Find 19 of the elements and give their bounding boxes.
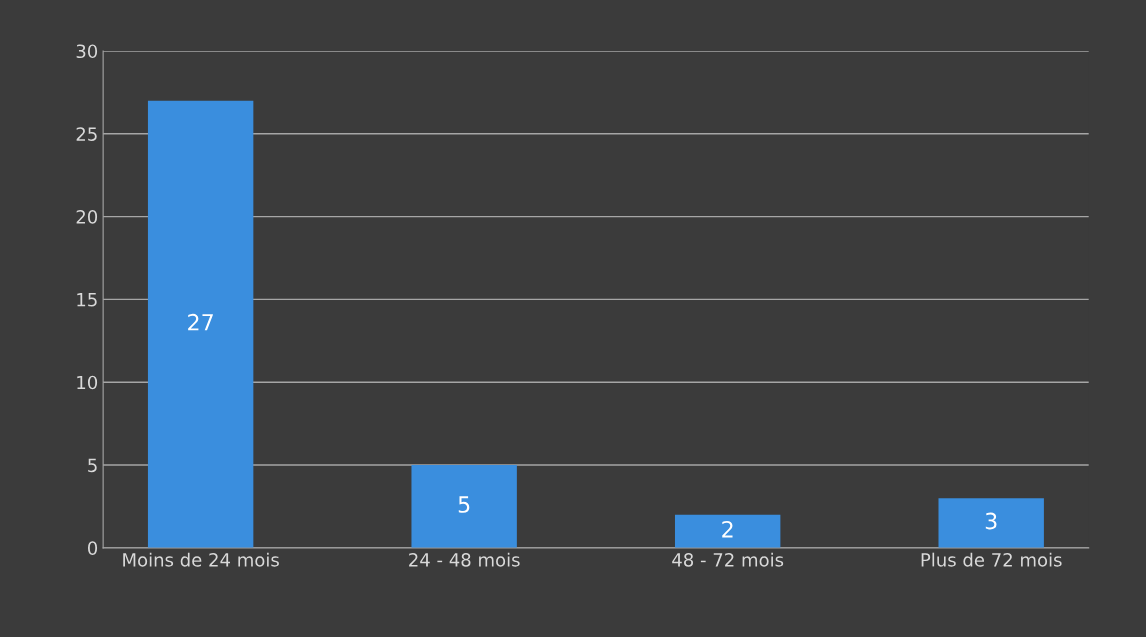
data-label: 27 xyxy=(188,313,213,331)
y-tick-label: 15 xyxy=(77,293,97,307)
y-tick-label: 10 xyxy=(77,375,98,390)
x-tick-label: Moins de 24 mois xyxy=(123,552,279,567)
data-label: 5 xyxy=(458,496,470,513)
x-tick-label: Plus de 72 mois xyxy=(921,552,1062,567)
y-tick-label: 5 xyxy=(88,458,97,473)
y-tick-label: 30 xyxy=(76,44,98,59)
bar xyxy=(411,465,517,548)
data-label: 2 xyxy=(722,520,733,538)
bar xyxy=(147,100,254,548)
x-tick-label: 24 - 48 mois xyxy=(409,552,520,567)
bar xyxy=(938,498,1044,548)
y-tick-label: 20 xyxy=(76,210,98,224)
bar xyxy=(674,514,781,548)
y-tick-label: 0 xyxy=(87,541,98,555)
data-label: 3 xyxy=(985,512,997,530)
y-tick-label: 25 xyxy=(76,127,97,141)
x-tick-label: 48 - 72 mois xyxy=(672,552,784,567)
